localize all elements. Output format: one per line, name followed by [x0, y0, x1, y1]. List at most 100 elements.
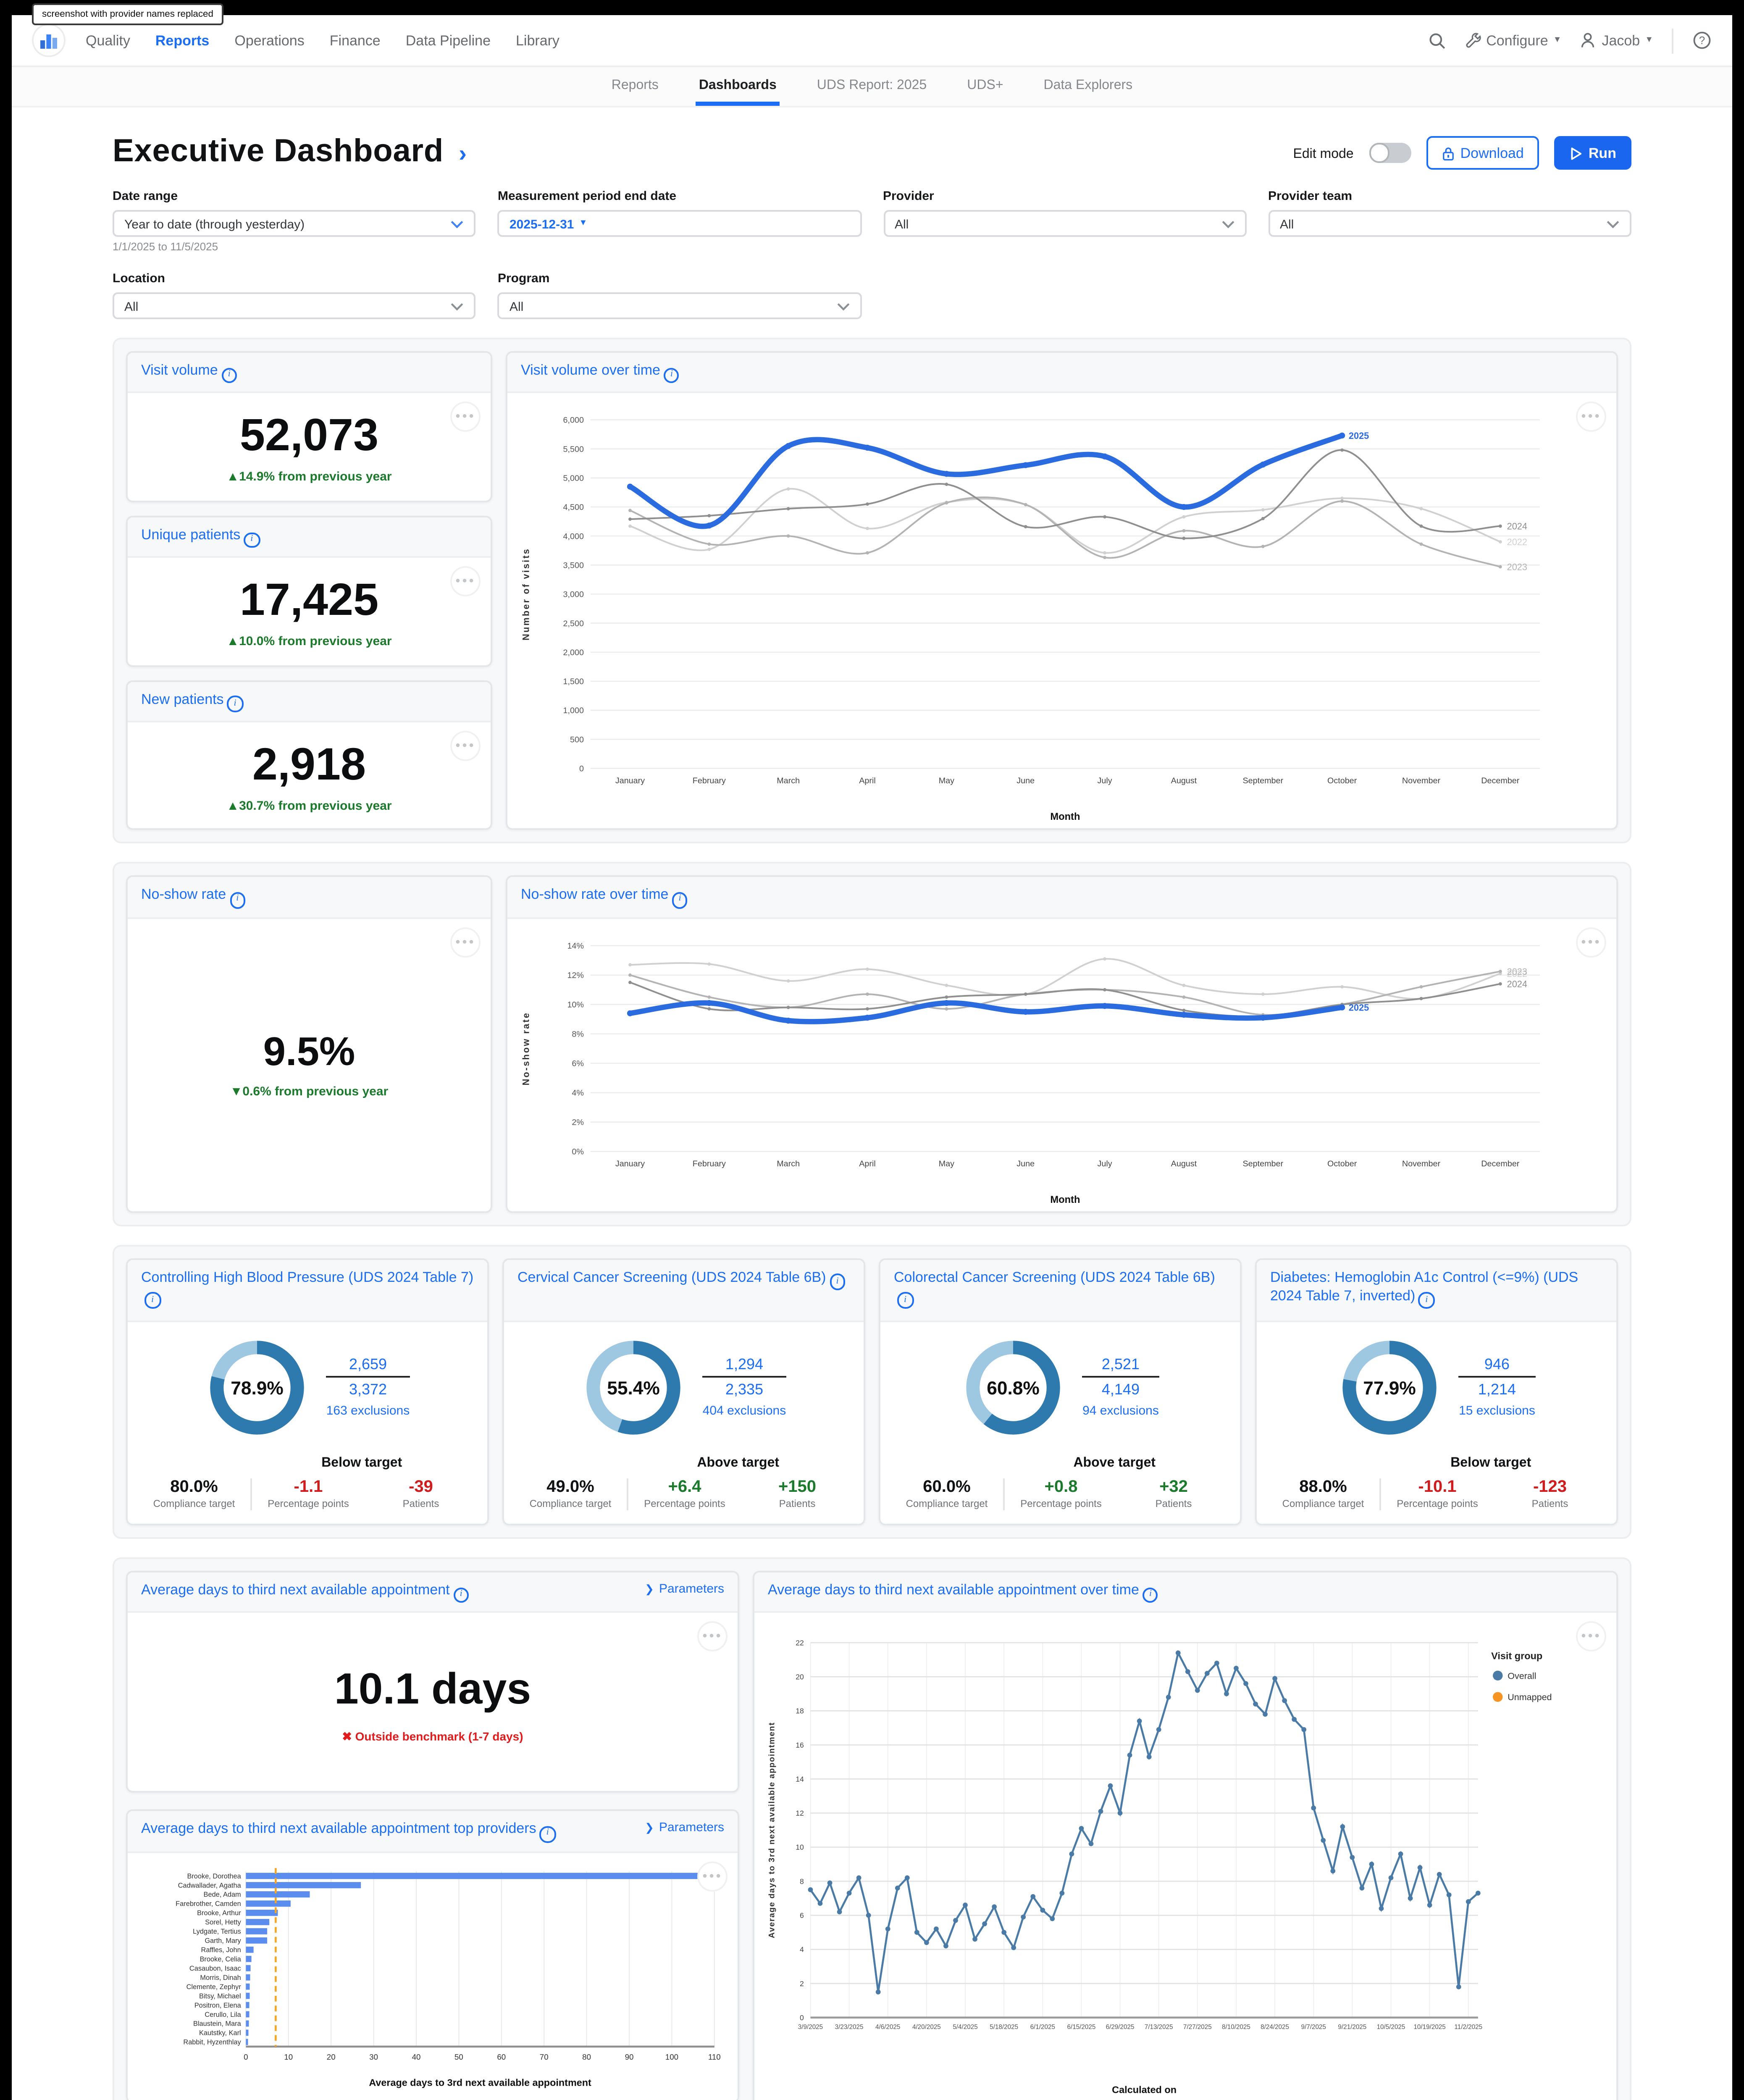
percentage-points-value: +6.4 [668, 1478, 701, 1496]
svg-text:8%: 8% [572, 1029, 584, 1038]
help-icon[interactable]: ? [1692, 30, 1712, 50]
tab-uds-plus[interactable]: UDS+ [967, 77, 1003, 92]
svg-text:7/27/2025: 7/27/2025 [1183, 2024, 1212, 2032]
svg-text:6,000: 6,000 [563, 416, 584, 425]
filter-label: Date range [113, 188, 178, 203]
target-status: Above target [697, 1454, 780, 1470]
appt-over-time-scatter-chart: 3/9/2025 3/23/2025 4/6/2025 4/20/2025 5/4/20… [767, 1639, 1552, 2096]
info-icon[interactable]: i [539, 1826, 556, 1843]
appt-days-value: 10.1 days [334, 1664, 531, 1714]
info-icon[interactable]: i [221, 368, 237, 384]
svg-text:April: April [859, 1159, 876, 1168]
download-label: Download [1460, 144, 1524, 161]
kpi-card-visit-volume: Visit volume i ●●● 52,073 ▲14.9% from pre… [126, 351, 492, 502]
card-menu-button[interactable]: ●●● [697, 1622, 728, 1652]
info-icon[interactable]: i [144, 1292, 160, 1309]
exclusions-link[interactable]: 15 exclusions [1459, 1403, 1535, 1418]
svg-text:2023: 2023 [1507, 966, 1527, 976]
nav-item-finance[interactable]: Finance [329, 32, 381, 49]
edit-mode-toggle[interactable] [1368, 142, 1411, 163]
location-select[interactable]: All [113, 292, 476, 319]
divider [1379, 1478, 1381, 1511]
card-menu-button[interactable]: ●●● [450, 730, 481, 761]
tab-uds-report-2025[interactable]: UDS Report: 2025 [817, 77, 927, 92]
svg-text:August: August [1171, 777, 1197, 786]
page-title: Executive Dashboard [113, 134, 444, 170]
info-icon[interactable]: i [663, 368, 680, 384]
svg-text:Cadwallader, Agatha: Cadwallader, Agatha [178, 1881, 242, 1889]
date-range-select[interactable]: Year to date (through yesterday) [113, 210, 476, 237]
svg-text:16: 16 [796, 1741, 804, 1750]
nav-item-quality[interactable]: Quality [86, 32, 130, 49]
svg-text:90: 90 [625, 2052, 634, 2061]
nav-item-library[interactable]: Library [516, 32, 559, 49]
chevron-right-icon[interactable]: › [459, 139, 467, 166]
svg-text:1,000: 1,000 [563, 707, 584, 716]
info-icon[interactable]: i [244, 532, 260, 548]
tab-dashboards[interactable]: Dashboards [696, 67, 780, 106]
exclusions-link[interactable]: 404 exclusions [702, 1403, 786, 1418]
svg-text:September: September [1242, 777, 1283, 786]
info-icon[interactable]: i [672, 892, 688, 908]
search-icon[interactable] [1427, 31, 1446, 50]
info-icon[interactable]: i [229, 892, 246, 908]
appointment-section: Average days to third next available app… [113, 1557, 1631, 2100]
tab-data-explorers[interactable]: Data Explorers [1043, 77, 1133, 92]
card-menu-button[interactable]: ●●● [697, 1861, 728, 1891]
provider-team-select[interactable]: All [1268, 210, 1631, 237]
nav-item-operations[interactable]: Operations [234, 32, 305, 49]
card-menu-button[interactable]: ●●● [1576, 402, 1606, 433]
card-title: Controlling High Blood Pressure (UDS 202… [141, 1268, 474, 1285]
program-select[interactable]: All [498, 292, 861, 319]
stat-label: Compliance target [1282, 1500, 1364, 1511]
app-logo[interactable] [32, 24, 66, 57]
card-menu-button[interactable]: ●●● [450, 566, 481, 597]
download-button[interactable]: Download [1426, 136, 1539, 170]
card-title: Colorectal Cancer Screening (UDS 2024 Ta… [894, 1268, 1215, 1285]
caret-down-icon: ▼ [579, 218, 588, 228]
configure-menu[interactable]: Configure ▼ [1464, 32, 1561, 49]
divider [1672, 28, 1673, 53]
nav-item-data-pipeline[interactable]: Data Pipeline [405, 32, 491, 49]
exclusions-link[interactable]: 163 exclusions [326, 1403, 410, 1418]
info-icon[interactable]: i [897, 1292, 913, 1309]
card-menu-button[interactable]: ●●● [450, 402, 481, 433]
run-button[interactable]: Run [1554, 136, 1631, 170]
divider [627, 1478, 628, 1511]
svg-text:Overall: Overall [1508, 1672, 1536, 1682]
info-icon[interactable]: i [829, 1274, 846, 1290]
svg-text:December: December [1481, 777, 1520, 786]
svg-text:Sorel, Hetty: Sorel, Hetty [205, 1918, 241, 1926]
stat-label: Patients [1531, 1500, 1568, 1511]
card-menu-button[interactable]: ●●● [450, 927, 481, 957]
measurement-period-select[interactable]: 2025-12-31 ▼ [498, 210, 861, 237]
card-title: Average days to third next available app… [141, 1581, 450, 1598]
info-icon[interactable]: i [453, 1587, 469, 1604]
info-icon[interactable]: i [1418, 1292, 1435, 1309]
info-icon[interactable]: i [227, 696, 243, 712]
report-tabbar: Reports Dashboards UDS Report: 2025 UDS+… [12, 67, 1732, 108]
user-menu[interactable]: Jacob ▼ [1580, 32, 1653, 49]
nav-item-reports[interactable]: Reports [155, 32, 210, 49]
svg-text:3,500: 3,500 [563, 562, 584, 571]
provider-select[interactable]: All [883, 210, 1246, 237]
card-menu-button[interactable]: ●●● [1576, 927, 1606, 957]
lock-icon [1442, 147, 1453, 160]
chevron-down-icon [451, 220, 464, 228]
donut-percent: 78.9% [231, 1377, 284, 1398]
exclusions-link[interactable]: 94 exclusions [1082, 1403, 1159, 1418]
svg-text:6/29/2025: 6/29/2025 [1106, 2024, 1135, 2032]
svg-text:Garth, Mary: Garth, Mary [205, 1937, 241, 1944]
card-menu-button[interactable]: ●●● [1576, 1622, 1606, 1652]
parameters-link[interactable]: ❯ Parameters [645, 1581, 724, 1596]
tab-reports[interactable]: Reports [611, 77, 659, 92]
svg-text:50: 50 [454, 2052, 463, 2061]
parameters-link[interactable]: ❯ Parameters [645, 1820, 724, 1835]
svg-text:Clemente, Zephyr: Clemente, Zephyr [186, 1983, 242, 1990]
info-icon[interactable]: i [1142, 1587, 1158, 1604]
svg-text:2022: 2022 [1507, 968, 1527, 978]
svg-text:February: February [693, 1159, 726, 1168]
fraction-denominator: 4,149 [1101, 1381, 1140, 1398]
svg-text:3/23/2025: 3/23/2025 [835, 2024, 864, 2032]
svg-text:March: March [777, 777, 800, 786]
